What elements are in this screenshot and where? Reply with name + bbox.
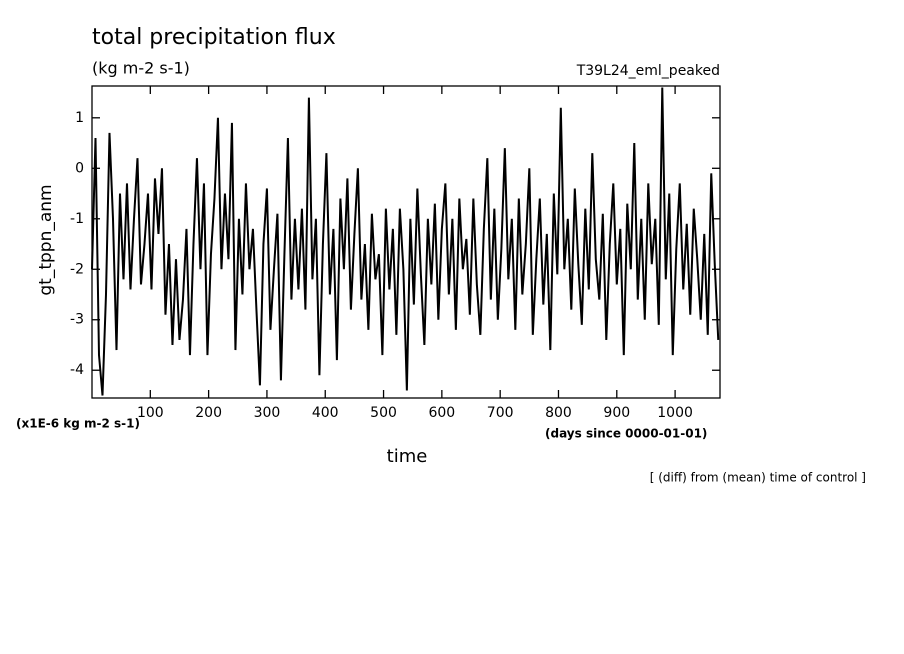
y-tick-label: -2: [70, 261, 84, 277]
x-tick-label: 400: [312, 405, 339, 421]
y-unit: (x1E-6 kg m-2 s-1): [16, 417, 140, 431]
y-tick-label: 0: [75, 160, 84, 176]
x-tick-label: 700: [487, 405, 514, 421]
x-tick-label: 600: [428, 405, 455, 421]
y-tick-label: -3: [70, 312, 84, 328]
x-tick-label: 1000: [657, 405, 693, 421]
data-line: [91, 87, 720, 396]
subtitle: (kg m-2 s-1): [92, 59, 190, 78]
y-tick-label: -4: [70, 362, 84, 378]
x-tick-label: 200: [195, 405, 222, 421]
x-tick-label: 500: [370, 405, 397, 421]
x-tick-label: 100: [137, 405, 164, 421]
note: [ (diff) from (mean) time of control ]: [650, 471, 866, 485]
x-tick-label: 900: [603, 405, 630, 421]
x-unit: (days since 0000-01-01): [545, 427, 707, 441]
y-axis-label: gt_tppn_anm: [36, 184, 56, 295]
chart-title: total precipitation flux: [92, 25, 336, 50]
x-axis-label: time: [387, 446, 428, 467]
run-label: T39L24_eml_peaked: [576, 63, 720, 79]
x-tick-label: 300: [254, 405, 281, 421]
y-tick-label: -1: [70, 211, 84, 227]
y-tick-label: 1: [75, 110, 84, 126]
x-tick-label: 800: [545, 405, 572, 421]
